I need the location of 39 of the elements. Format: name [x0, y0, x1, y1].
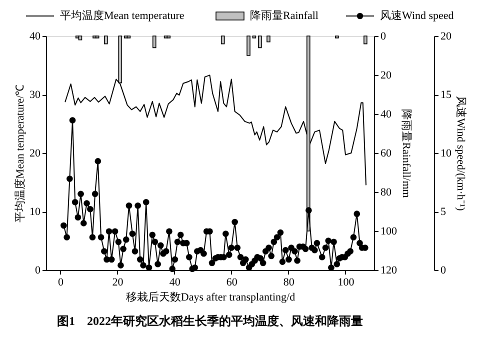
y2-tick-label: 120 [380, 264, 398, 276]
y2-tick-label: 100 [380, 226, 398, 238]
x-tick-label: 40 [169, 276, 181, 288]
y2-tick-label: 80 [380, 186, 392, 198]
y-tick-label: 10 [30, 206, 41, 218]
bar [266, 36, 270, 42]
y3-tick-label: 15 [440, 89, 452, 101]
bar [152, 36, 156, 48]
text: 图1 2022年研究区水稻生长季的平均温度、风速和降雨量 [57, 314, 363, 328]
y-tick-label: 20 [30, 148, 41, 160]
bar [258, 36, 262, 48]
x-tick-label: 0 [58, 276, 64, 288]
y2-tick-label: 40 [380, 108, 392, 120]
y-tick-label: 40 [30, 30, 41, 42]
bar [220, 36, 225, 44]
y-axis-title: 平均温度Mean temperature/℃ [14, 84, 26, 223]
bar [246, 36, 250, 56]
y2-axis-title: 降雨量Rainfall/mm [400, 109, 412, 198]
y3-tick-label: 20 [440, 30, 452, 42]
y3-tick-label: 5 [440, 206, 446, 218]
y-tick-label: 30 [30, 89, 41, 101]
x-tick-label: 20 [112, 276, 124, 288]
legend-label: 风速Wind speed [380, 9, 454, 22]
y2-tick-label: 20 [380, 70, 392, 82]
y3-axis-title: 风速Wind speed/(km·h⁻¹) [454, 96, 468, 212]
bar [78, 36, 82, 40]
y2-tick-label: 0 [380, 30, 386, 42]
legend-label: 平均温度Mean temperature [60, 9, 184, 22]
y3-tick-label: 10 [440, 148, 452, 160]
y3-tick-label: 0 [440, 264, 446, 276]
bar [364, 36, 368, 44]
x-axis-title: 移栽后天数Days after transplanting/d [126, 290, 296, 304]
x-tick-label: 80 [283, 276, 295, 288]
y-tick-label: 0 [35, 264, 41, 276]
legend-label: 降雨量Rainfall [250, 10, 318, 22]
y2-tick-label: 60 [380, 148, 392, 160]
bar [104, 36, 108, 44]
x-tick-label: 60 [226, 276, 238, 288]
x-tick-label: 100 [338, 276, 355, 288]
